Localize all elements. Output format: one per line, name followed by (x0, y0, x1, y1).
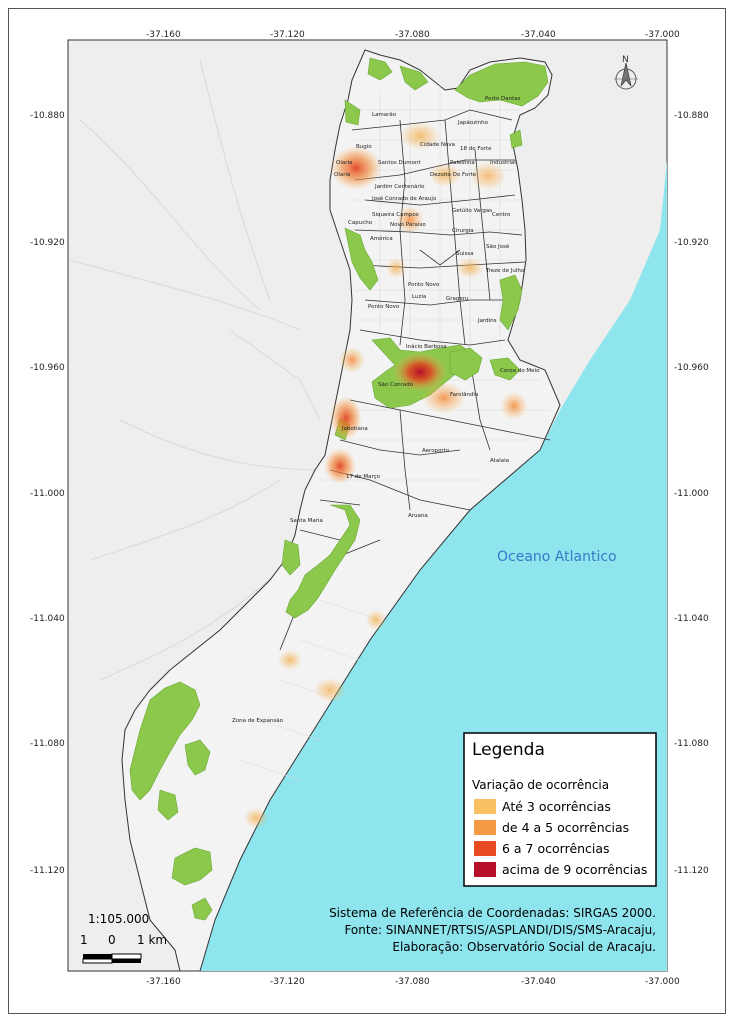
nb-label: Capucho (348, 220, 373, 226)
legend-label: de 4 a 5 ocorrências (502, 820, 629, 835)
nb-label: Porto Dantas (485, 96, 521, 102)
credit-line: Sistema de Referência de Coordenadas: SI… (329, 906, 656, 920)
bottom-axis: -37.160 -37.120 -37.080 -37.040 -37.000 (146, 977, 680, 987)
legend-swatch (474, 820, 496, 835)
nb-label: 18 do Forte (460, 146, 492, 152)
tick-label: -37.040 (521, 30, 556, 40)
legend-label: Até 3 ocorrências (502, 799, 611, 814)
nb-label: Atalaia (490, 458, 509, 464)
tick-label: -10.960 (30, 363, 65, 373)
nb-label: Getúlio Vargas (452, 207, 492, 214)
scale-label: 1 (80, 933, 88, 947)
nb-label: Cidade Nova (420, 142, 455, 148)
tick-label: -11.080 (674, 739, 709, 749)
nb-label: Centro (492, 212, 511, 218)
nb-label: Cirurgia (452, 228, 474, 234)
nb-label: Japãozinho (457, 120, 489, 126)
nb-label: Ponto Novo (368, 304, 400, 310)
nb-label: São José (486, 243, 510, 250)
tick-label: -10.880 (30, 111, 65, 121)
green-areas (129, 57, 549, 921)
nb-label: Olaria (336, 160, 352, 166)
tick-label: -11.120 (674, 866, 709, 876)
tick-label: -37.040 (521, 977, 556, 987)
north-arrow-icon: N (614, 55, 638, 90)
nb-label: Jardins (477, 318, 497, 324)
tick-label: -37.160 (146, 977, 181, 987)
legend-swatch (474, 799, 496, 814)
scale-label: 0 (108, 933, 116, 947)
background-roads (69, 59, 321, 681)
nb-label: 17 de Março (346, 474, 381, 480)
tick-label: -10.960 (674, 363, 709, 373)
nb-label: Siqueira Campos (372, 212, 419, 218)
credit-line: Elaboração: Observatório Social de Araca… (392, 940, 656, 954)
nb-label: Bugio (356, 144, 372, 150)
legend-subtitle: Variação de ocorrência (472, 778, 609, 792)
legend-swatch (474, 841, 496, 856)
tick-label: -37.000 (645, 30, 680, 40)
legend: Legenda Variação de ocorrência Até 3 oco… (463, 732, 657, 887)
nb-label: José Conrado de Araujo (371, 195, 437, 202)
legend-label: acima de 9 ocorrências (502, 862, 647, 877)
right-axis: -10.880 -10.920 -10.960 -11.000 -11.040 … (674, 111, 709, 876)
tick-label: -10.920 (674, 238, 709, 248)
nb-label: Aeroporto (422, 448, 450, 454)
tick-label: -11.080 (30, 739, 65, 749)
nb-label: Grageru (446, 296, 469, 302)
nb-label: Jabotiana (341, 426, 368, 432)
legend-swatch (474, 862, 496, 877)
north-label: N (622, 55, 629, 65)
nb-label: Santa Maria (290, 518, 323, 524)
nb-label: Zona de Expansão (232, 718, 284, 724)
nb-label: Palestina (450, 160, 475, 166)
nb-label: Farolândia (450, 391, 478, 398)
nb-label: Dezoito Do Forte (430, 172, 477, 178)
nb-label: Luzia (412, 294, 426, 300)
nb-label: Coroa do Meio (500, 368, 540, 374)
tick-label: -11.040 (674, 614, 709, 624)
scale-ratio: 1:105.000 (88, 912, 149, 926)
tick-label: -37.080 (395, 30, 430, 40)
nb-label: Suissa (456, 251, 474, 257)
nb-label: Ponto Novo (408, 282, 440, 288)
nb-label: Lamarão (372, 112, 397, 118)
nb-label: Jardim Centenário (374, 183, 425, 190)
tick-label: -37.160 (146, 30, 181, 40)
scale-label: 1 km (137, 933, 167, 947)
nb-label: Aruana (408, 513, 428, 519)
tick-label: -11.000 (30, 489, 65, 499)
neighborhood-labels: Porto Dantas Lamarão Bugio Olaria Santos… (232, 96, 540, 724)
credit-line: Fonte: SINANNET/RTSIS/ASPLANDI/DIS/SMS-A… (344, 923, 656, 937)
ocean-label: Oceano Atlantico (497, 549, 617, 565)
nb-label: Novo Paraíso (390, 221, 426, 228)
scale-bar: 1:105.000 1 0 1 km (80, 912, 167, 964)
tick-label: -11.040 (30, 614, 65, 624)
credits: Sistema de Referência de Coordenadas: SI… (329, 906, 656, 954)
nb-label: Santos Dumont (378, 160, 421, 166)
nb-label: Industrial (490, 160, 516, 166)
left-axis: -10.880 -10.920 -10.960 -11.000 -11.040 … (30, 111, 65, 876)
nb-label: Inácio Barbosa (406, 343, 447, 350)
tick-label: -10.920 (30, 238, 65, 248)
legend-title: Legenda (472, 740, 545, 760)
tick-label: -11.120 (30, 866, 65, 876)
heat-spots (244, 122, 528, 828)
tick-label: -37.000 (645, 977, 680, 987)
tick-label: -37.120 (270, 977, 305, 987)
nb-label: Treze de Julho (485, 268, 525, 274)
tick-label: -37.080 (395, 977, 430, 987)
page-frame (8, 8, 726, 1014)
tick-label: -37.120 (270, 30, 305, 40)
legend-label: 6 a 7 ocorrências (502, 841, 610, 856)
tick-label: -10.880 (674, 111, 709, 121)
nb-label: Olaria (334, 172, 350, 178)
nb-label: América (370, 235, 393, 242)
top-axis: -37.160 -37.120 -37.080 -37.040 -37.000 (146, 30, 680, 40)
tick-label: -11.000 (674, 489, 709, 499)
nb-label: São Conrado (378, 382, 414, 388)
